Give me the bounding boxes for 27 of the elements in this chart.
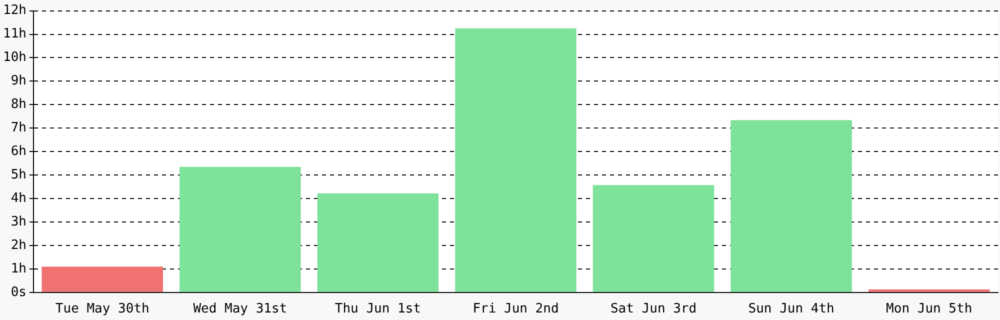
bar — [180, 166, 301, 292]
x-tick-label: Wed May 31st — [193, 302, 288, 317]
y-tick-label: 11h — [2, 26, 26, 42]
bar — [317, 193, 439, 292]
y-tick-label: 8h — [10, 97, 26, 112]
y-tick-label: 9h — [10, 74, 26, 89]
x-tick-label: Thu Jun 1st — [334, 302, 421, 317]
x-tick-label: Fri Jun 2nd — [472, 302, 559, 317]
y-tick-label: 0s — [10, 284, 26, 300]
y-tick-label: 2h — [10, 238, 26, 253]
bar — [868, 289, 990, 292]
y-tick-label: 10h — [2, 50, 26, 66]
bar — [730, 120, 852, 292]
y-tick-label: 4h — [10, 190, 26, 206]
bar — [455, 28, 576, 292]
y-tick-label: 3h — [10, 214, 26, 230]
x-tick-label: Mon Jun 5th — [886, 302, 972, 317]
bar — [42, 266, 163, 292]
x-tick-label: Sat Jun 3rd — [610, 302, 697, 317]
y-tick-label: 7h — [10, 120, 26, 136]
y-tick-label: 1h — [10, 261, 26, 276]
x-tick-label: Tue May 30th — [55, 302, 150, 317]
x-tick-label: Sun Jun 4th — [748, 302, 834, 317]
bar — [592, 185, 714, 292]
y-tick-label: 6h — [10, 144, 26, 159]
y-tick-label: 5h — [10, 167, 26, 182]
y-tick-label: 12h — [2, 3, 26, 18]
